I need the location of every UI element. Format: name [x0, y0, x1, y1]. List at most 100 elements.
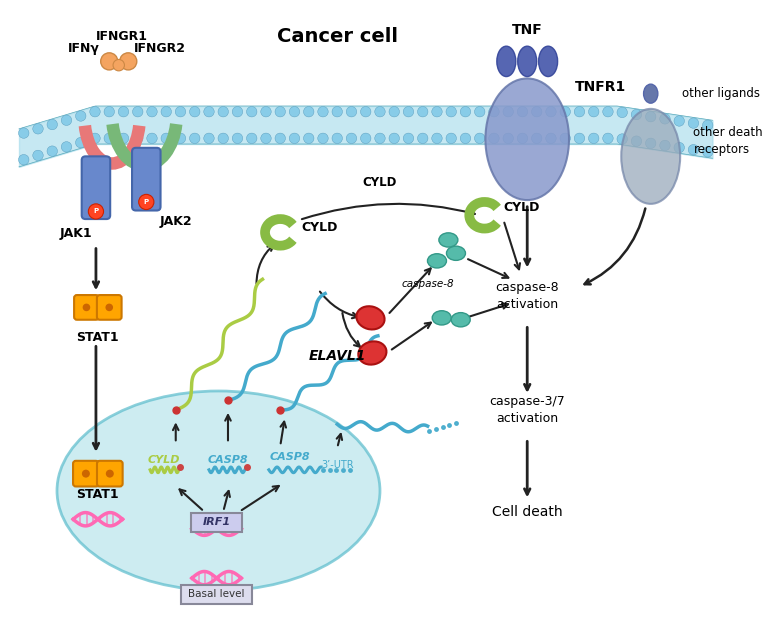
- Text: STAT1: STAT1: [77, 331, 119, 344]
- Circle shape: [290, 106, 300, 117]
- Ellipse shape: [446, 246, 465, 260]
- Circle shape: [631, 136, 642, 146]
- Circle shape: [175, 133, 186, 144]
- Circle shape: [303, 106, 314, 117]
- Circle shape: [674, 142, 684, 153]
- Ellipse shape: [439, 233, 458, 247]
- Circle shape: [113, 59, 124, 71]
- Text: 3’-UTR: 3’-UTR: [321, 460, 354, 470]
- Circle shape: [105, 304, 113, 311]
- Text: caspase-3/7
activation: caspase-3/7 activation: [489, 395, 565, 425]
- Text: CASP8: CASP8: [207, 455, 248, 466]
- Circle shape: [403, 133, 414, 144]
- Text: JAK1: JAK1: [60, 227, 92, 239]
- Circle shape: [688, 118, 699, 129]
- Circle shape: [47, 146, 58, 156]
- Text: JAK2: JAK2: [160, 215, 192, 228]
- Circle shape: [574, 106, 584, 117]
- Circle shape: [560, 133, 571, 144]
- Text: P: P: [144, 199, 149, 205]
- Text: IFNγ: IFNγ: [68, 42, 100, 55]
- Circle shape: [574, 133, 584, 144]
- Circle shape: [488, 133, 499, 144]
- Ellipse shape: [621, 109, 680, 204]
- Circle shape: [61, 142, 71, 152]
- Circle shape: [18, 128, 29, 139]
- Circle shape: [90, 106, 100, 117]
- Circle shape: [617, 134, 627, 144]
- Circle shape: [645, 112, 656, 122]
- Circle shape: [139, 195, 154, 210]
- Circle shape: [190, 106, 200, 117]
- Circle shape: [261, 133, 271, 144]
- Circle shape: [389, 133, 399, 144]
- Ellipse shape: [356, 306, 385, 329]
- Ellipse shape: [359, 341, 386, 365]
- FancyBboxPatch shape: [73, 461, 99, 486]
- Circle shape: [190, 133, 200, 144]
- Circle shape: [432, 133, 442, 144]
- Circle shape: [375, 133, 386, 144]
- FancyBboxPatch shape: [132, 148, 161, 210]
- FancyBboxPatch shape: [97, 295, 121, 320]
- Text: TNFR1: TNFR1: [574, 80, 626, 94]
- Text: IRF1: IRF1: [203, 517, 230, 527]
- Circle shape: [147, 133, 157, 144]
- Text: IFNGR1: IFNGR1: [95, 30, 147, 43]
- Circle shape: [460, 133, 471, 144]
- Ellipse shape: [428, 254, 446, 268]
- Circle shape: [503, 106, 514, 117]
- Circle shape: [688, 144, 699, 155]
- Circle shape: [232, 133, 243, 144]
- FancyBboxPatch shape: [191, 513, 242, 532]
- Circle shape: [47, 119, 58, 130]
- Circle shape: [603, 106, 613, 117]
- Text: Basal level: Basal level: [188, 589, 245, 599]
- Circle shape: [446, 106, 456, 117]
- Circle shape: [290, 133, 300, 144]
- Circle shape: [247, 133, 257, 144]
- Circle shape: [90, 133, 100, 144]
- Circle shape: [75, 111, 86, 121]
- Circle shape: [318, 106, 328, 117]
- Circle shape: [674, 116, 684, 126]
- Circle shape: [546, 106, 556, 117]
- Text: other ligands: other ligands: [682, 87, 760, 100]
- Text: Cancer cell: Cancer cell: [276, 27, 398, 46]
- Circle shape: [403, 106, 414, 117]
- Circle shape: [332, 106, 343, 117]
- Text: CASP8: CASP8: [270, 452, 310, 462]
- Circle shape: [218, 133, 228, 144]
- Circle shape: [83, 304, 91, 311]
- Text: IFNGR2: IFNGR2: [134, 42, 186, 55]
- Circle shape: [360, 106, 371, 117]
- FancyBboxPatch shape: [81, 156, 110, 219]
- Circle shape: [631, 110, 642, 120]
- Circle shape: [101, 53, 118, 70]
- Ellipse shape: [452, 312, 470, 327]
- Circle shape: [588, 106, 599, 117]
- Circle shape: [88, 204, 104, 219]
- Ellipse shape: [432, 311, 452, 325]
- Circle shape: [118, 133, 129, 144]
- Circle shape: [33, 150, 43, 161]
- Circle shape: [133, 133, 143, 144]
- Text: CYLD: CYLD: [147, 455, 180, 466]
- Circle shape: [104, 106, 114, 117]
- Circle shape: [161, 106, 171, 117]
- Circle shape: [318, 133, 328, 144]
- Circle shape: [703, 120, 713, 130]
- Circle shape: [603, 133, 613, 144]
- Circle shape: [588, 133, 599, 144]
- Circle shape: [275, 133, 286, 144]
- Ellipse shape: [57, 391, 380, 590]
- Circle shape: [703, 147, 713, 157]
- Circle shape: [645, 138, 656, 149]
- Circle shape: [232, 106, 243, 117]
- Ellipse shape: [497, 46, 516, 77]
- Circle shape: [531, 133, 542, 144]
- Circle shape: [147, 106, 157, 117]
- Circle shape: [346, 133, 356, 144]
- Circle shape: [460, 106, 471, 117]
- Text: other death
receptors: other death receptors: [694, 126, 763, 156]
